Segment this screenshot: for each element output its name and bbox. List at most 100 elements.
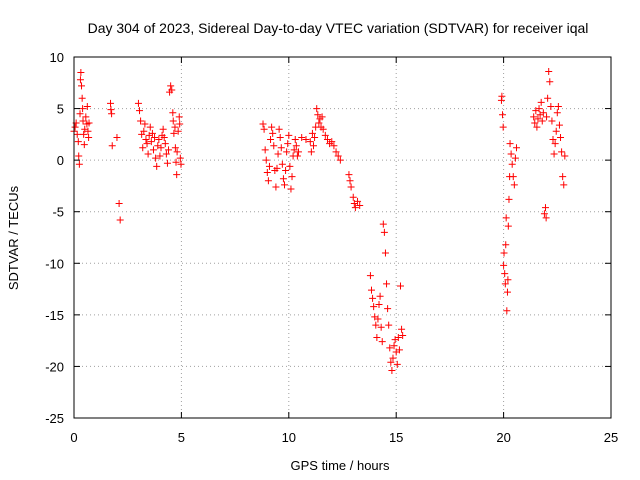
data-point xyxy=(367,286,375,294)
data-point xyxy=(140,127,148,135)
data-point xyxy=(267,136,275,144)
data-point xyxy=(370,303,378,311)
data-point xyxy=(263,169,271,177)
data-point xyxy=(375,301,383,309)
data-point xyxy=(345,171,353,179)
data-point xyxy=(272,183,280,191)
data-point xyxy=(276,133,284,141)
data-point xyxy=(151,133,159,141)
data-point xyxy=(167,82,175,90)
data-point xyxy=(498,92,506,100)
data-point xyxy=(107,99,115,107)
data-point xyxy=(321,131,329,139)
data-point xyxy=(273,164,281,172)
data-point xyxy=(505,195,513,203)
y-tick-label: -10 xyxy=(45,256,64,271)
data-point xyxy=(169,117,177,125)
data-point xyxy=(354,197,362,205)
data-point xyxy=(395,346,403,354)
data-point xyxy=(330,142,338,150)
data-point xyxy=(346,177,354,185)
data-point xyxy=(387,358,395,366)
data-point xyxy=(171,123,179,131)
data-point xyxy=(80,130,88,138)
data-point xyxy=(168,86,176,94)
data-point xyxy=(511,154,519,162)
data-point xyxy=(79,105,87,113)
data-point xyxy=(176,120,184,128)
data-point xyxy=(534,115,542,123)
data-point xyxy=(372,321,380,329)
data-point xyxy=(107,106,115,114)
data-point xyxy=(282,166,290,174)
data-point xyxy=(275,125,283,133)
data-point xyxy=(153,162,161,170)
data-point xyxy=(388,367,396,375)
data-point xyxy=(287,185,295,193)
data-point xyxy=(383,280,391,288)
data-point xyxy=(398,325,406,333)
data-point xyxy=(157,144,165,152)
data-point xyxy=(306,138,314,146)
data-point xyxy=(268,123,276,131)
data-point xyxy=(298,133,306,141)
data-point xyxy=(279,175,287,183)
data-point xyxy=(508,160,516,168)
data-point xyxy=(82,113,90,121)
data-point xyxy=(393,360,401,368)
data-point xyxy=(561,152,569,160)
data-point xyxy=(501,280,509,288)
data-point xyxy=(165,146,173,154)
data-point xyxy=(545,67,553,75)
data-point xyxy=(542,214,550,222)
data-point xyxy=(71,123,79,131)
data-point xyxy=(260,125,268,133)
data-point xyxy=(149,146,157,154)
data-point xyxy=(559,173,567,181)
data-point xyxy=(537,98,545,106)
data-point xyxy=(172,158,180,166)
data-point xyxy=(389,354,397,362)
data-point xyxy=(530,113,538,121)
data-point xyxy=(264,177,272,185)
data-point xyxy=(366,272,374,280)
data-point xyxy=(160,133,168,141)
data-point xyxy=(284,140,292,148)
data-point xyxy=(176,154,184,162)
data-point xyxy=(156,152,164,160)
data-point xyxy=(108,142,116,150)
data-point xyxy=(269,129,277,137)
data-point xyxy=(334,152,342,160)
data-point xyxy=(553,109,561,117)
data-point xyxy=(139,144,147,152)
data-point xyxy=(75,160,83,168)
data-point xyxy=(369,294,377,302)
data-point xyxy=(283,148,291,156)
x-tick-label: 5 xyxy=(178,430,185,445)
data-point xyxy=(259,120,267,128)
data-point xyxy=(499,111,507,119)
data-point xyxy=(85,119,93,127)
data-point xyxy=(557,133,565,141)
data-point xyxy=(294,148,302,156)
x-axis-label: GPS time / hours xyxy=(291,458,390,473)
data-point xyxy=(315,119,323,127)
data-point xyxy=(378,338,386,346)
data-point xyxy=(500,261,508,269)
data-point xyxy=(288,173,296,181)
data-point xyxy=(307,148,315,156)
y-tick-label: -25 xyxy=(45,411,64,426)
plot-frame xyxy=(73,56,612,419)
data-point xyxy=(501,270,509,278)
data-point xyxy=(385,321,393,329)
data-point xyxy=(541,204,549,212)
chart-title: Day 304 of 2023, Sidereal Day-to-day VTE… xyxy=(88,20,589,36)
data-point xyxy=(547,103,555,111)
data-point xyxy=(336,156,344,164)
data-point xyxy=(147,138,155,146)
x-tick-label: 0 xyxy=(70,430,77,445)
data-point xyxy=(377,323,385,331)
data-point xyxy=(535,105,543,113)
data-point xyxy=(277,144,285,152)
